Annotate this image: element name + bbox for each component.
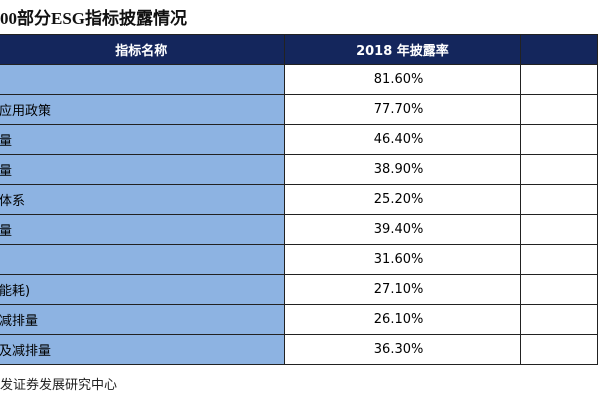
table-row: 31.60%: [0, 244, 598, 275]
blank-cell: [520, 334, 598, 365]
rate-cell: 77.70%: [283, 94, 522, 125]
rate-cell: 27.10%: [283, 274, 522, 305]
blank-cell: [520, 304, 598, 335]
table-body: 81.60% 应用政策 77.70% 量 46.40% 量 38.90% 体系 25.20% 量 3…: [0, 64, 598, 365]
blank-cell: [520, 94, 598, 125]
table-row: 81.60%: [0, 64, 598, 95]
table-row: 能耗) 27.10%: [0, 274, 598, 305]
rate-cell: 36.30%: [283, 334, 522, 365]
rate-cell: 39.40%: [283, 214, 522, 245]
table-row: 体系 25.20%: [0, 184, 598, 215]
blank-cell: [520, 214, 598, 245]
rate-cell: 38.90%: [283, 154, 522, 185]
blank-cell: [520, 64, 598, 95]
source-note: 发证券发展研究中心: [0, 378, 118, 393]
table-row: 减排量 26.10%: [0, 304, 598, 335]
indicator-cell: 量: [0, 124, 285, 155]
header-cell: [520, 34, 598, 65]
blank-cell: [520, 244, 598, 275]
indicator-cell: 能耗): [0, 274, 285, 305]
table-row: 应用政策 77.70%: [0, 94, 598, 125]
header-cell: 指标名称: [0, 34, 285, 65]
rate-cell: 26.10%: [283, 304, 522, 335]
indicator-cell: 体系: [0, 184, 285, 215]
disclosure-table: 指标名称 2018 年披露率 81.60% 应用政策 77.70% 量 46.40% 量 3…: [0, 34, 598, 365]
blank-cell: [520, 184, 598, 215]
rate-cell: 46.40%: [283, 124, 522, 155]
indicator-cell: 量: [0, 214, 285, 245]
table-row: 及减排量 36.30%: [0, 334, 598, 365]
indicator-cell: 应用政策: [0, 94, 285, 125]
table-row: 量 39.40%: [0, 214, 598, 245]
indicator-cell: [0, 64, 285, 95]
blank-cell: [520, 154, 598, 185]
header-cell: 2018 年披露率: [283, 34, 522, 65]
rate-cell: 81.60%: [283, 64, 522, 95]
indicator-cell: 及减排量: [0, 334, 285, 365]
blank-cell: [520, 274, 598, 305]
rate-cell: 25.20%: [283, 184, 522, 215]
title: 00部分ESG指标披露情况: [0, 9, 188, 28]
table-head: 指标名称 2018 年披露率: [0, 34, 598, 65]
indicator-cell: 减排量: [0, 304, 285, 335]
indicator-cell: 量: [0, 154, 285, 185]
indicator-cell: [0, 244, 285, 275]
table-row: 量 46.40%: [0, 124, 598, 155]
header-row: 指标名称 2018 年披露率: [0, 34, 598, 65]
blank-cell: [520, 124, 598, 155]
table-row: 量 38.90%: [0, 154, 598, 185]
rate-cell: 31.60%: [283, 244, 522, 275]
